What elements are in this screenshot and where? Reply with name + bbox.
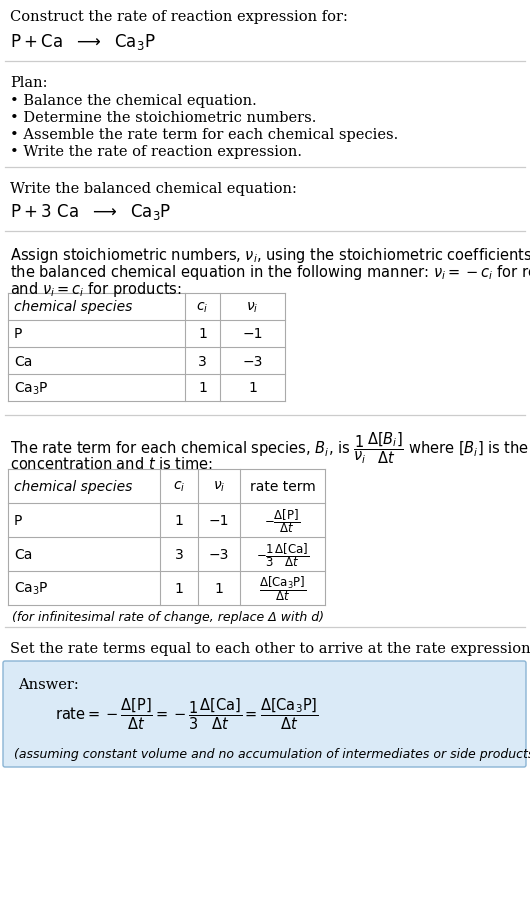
Text: the balanced chemical equation in the following manner: $\nu_i = -c_i$ for react: the balanced chemical equation in the fo… (10, 263, 530, 282)
Text: The rate term for each chemical species, $B_i$, is $\dfrac{1}{\nu_i}\dfrac{\Delt: The rate term for each chemical species,… (10, 430, 530, 465)
Text: $c_i$: $c_i$ (173, 479, 185, 494)
Text: Ca$_3$P: Ca$_3$P (14, 580, 49, 597)
Text: chemical species: chemical species (14, 479, 132, 493)
Text: −3: −3 (209, 547, 229, 562)
Text: and $\nu_i = c_i$ for products:: and $\nu_i = c_i$ for products: (10, 280, 182, 299)
Text: Write the balanced chemical equation:: Write the balanced chemical equation: (10, 182, 297, 196)
FancyBboxPatch shape (3, 661, 526, 768)
Text: 1: 1 (174, 514, 183, 527)
Text: Plan:: Plan: (10, 76, 48, 90)
Text: rate term: rate term (250, 479, 315, 493)
Text: concentration and $t$ is time:: concentration and $t$ is time: (10, 455, 213, 471)
Text: P: P (14, 327, 22, 341)
Text: Ca: Ca (14, 354, 32, 368)
Text: • Balance the chemical equation.: • Balance the chemical equation. (10, 94, 257, 107)
Text: • Assemble the rate term for each chemical species.: • Assemble the rate term for each chemic… (10, 128, 398, 142)
Text: (for infinitesimal rate of change, replace Δ with d): (for infinitesimal rate of change, repla… (12, 610, 324, 623)
Text: Construct the rate of reaction expression for:: Construct the rate of reaction expressio… (10, 10, 348, 24)
Text: $\mathsf{P + Ca\ \ \longrightarrow\ \ Ca_3P}$: $\mathsf{P + Ca\ \ \longrightarrow\ \ Ca… (10, 32, 155, 52)
Text: −3: −3 (242, 354, 263, 368)
Text: $\dfrac{\Delta[\mathrm{Ca_3P}]}{\Delta t}$: $\dfrac{\Delta[\mathrm{Ca_3P}]}{\Delta t… (259, 574, 306, 602)
Text: chemical species: chemical species (14, 300, 132, 314)
Text: • Determine the stoichiometric numbers.: • Determine the stoichiometric numbers. (10, 111, 316, 125)
Text: $\mathrm{rate} = -\dfrac{\Delta[\mathrm{P}]}{\Delta t} = -\dfrac{1}{3}\dfrac{\De: $\mathrm{rate} = -\dfrac{\Delta[\mathrm{… (55, 695, 319, 731)
Text: 1: 1 (174, 582, 183, 595)
Text: $\mathsf{P + 3\ Ca\ \ \longrightarrow\ \ Ca_3P}$: $\mathsf{P + 3\ Ca\ \ \longrightarrow\ \… (10, 201, 172, 222)
Text: $\nu_i$: $\nu_i$ (213, 479, 225, 494)
Text: Assign stoichiometric numbers, $\nu_i$, using the stoichiometric coefficients, $: Assign stoichiometric numbers, $\nu_i$, … (10, 246, 530, 265)
Text: $-\dfrac{1}{3}\dfrac{\Delta[\mathrm{Ca}]}{\Delta t}$: $-\dfrac{1}{3}\dfrac{\Delta[\mathrm{Ca}]… (256, 541, 309, 568)
Text: 1: 1 (198, 381, 207, 396)
Text: 3: 3 (174, 547, 183, 562)
Text: 1: 1 (248, 381, 257, 396)
Text: (assuming constant volume and no accumulation of intermediates or side products): (assuming constant volume and no accumul… (14, 747, 530, 760)
Text: Set the rate terms equal to each other to arrive at the rate expression:: Set the rate terms equal to each other t… (10, 641, 530, 656)
Text: $-\dfrac{\Delta[\mathrm{P}]}{\Delta t}$: $-\dfrac{\Delta[\mathrm{P}]}{\Delta t}$ (264, 507, 301, 535)
Text: Answer:: Answer: (18, 677, 79, 691)
Text: −1: −1 (242, 327, 263, 341)
Text: P: P (14, 514, 22, 527)
Text: 1: 1 (215, 582, 224, 595)
Text: 3: 3 (198, 354, 207, 368)
Text: Ca$_3$P: Ca$_3$P (14, 380, 49, 396)
Text: −1: −1 (209, 514, 229, 527)
Text: $\nu_i$: $\nu_i$ (246, 300, 259, 314)
Text: • Write the rate of reaction expression.: • Write the rate of reaction expression. (10, 144, 302, 159)
Text: Ca: Ca (14, 547, 32, 562)
Text: $c_i$: $c_i$ (196, 300, 209, 314)
Text: 1: 1 (198, 327, 207, 341)
